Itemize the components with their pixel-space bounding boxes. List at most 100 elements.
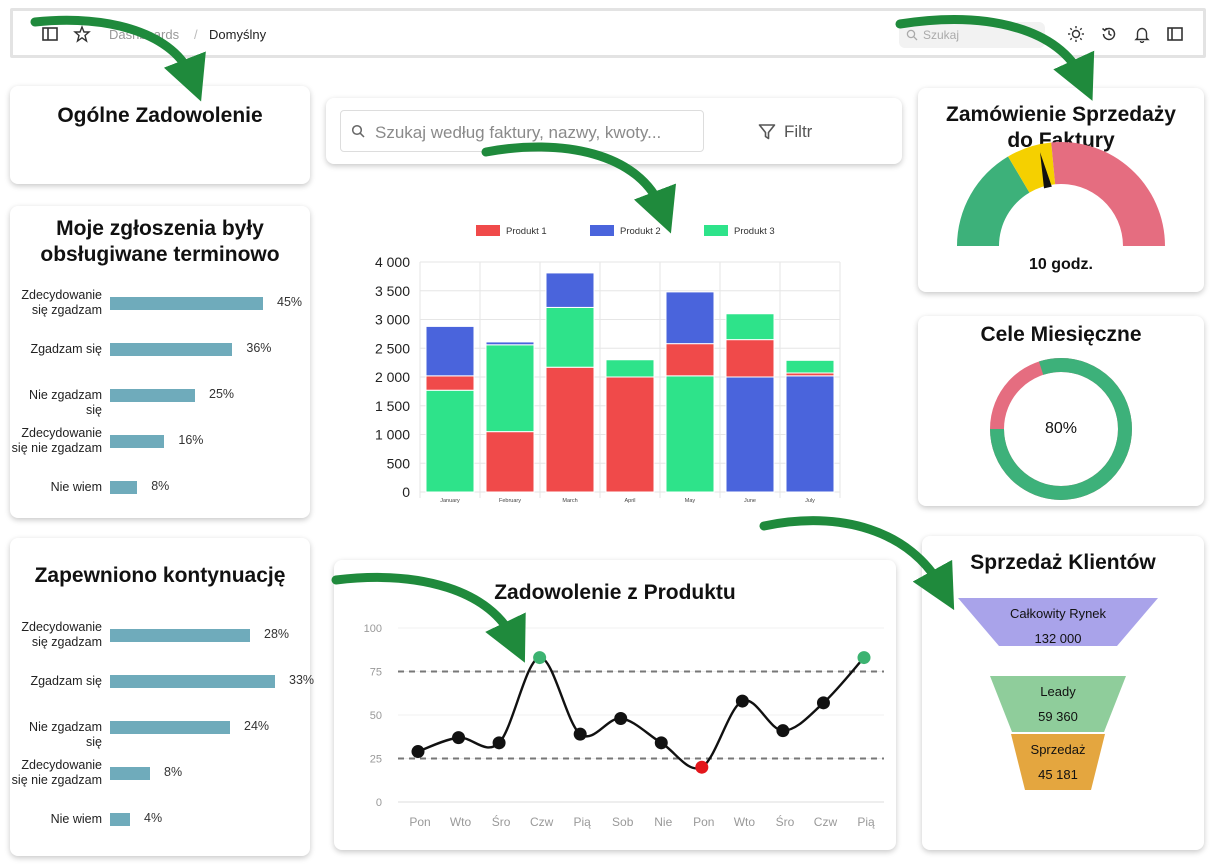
legend-label: Produkt 1 xyxy=(506,226,547,237)
overall-satisfaction-title: Ogólne Zadowolenie xyxy=(57,104,263,127)
y-tick-label: 1 000 xyxy=(375,427,410,443)
survey-row: Zdecydowanie się nie zgadzam 16% xyxy=(10,426,310,460)
sales-order-gauge-card: Zamówienie Sprzedaży do Faktury 10 godz. xyxy=(918,88,1204,292)
survey-row-label-line1: Zgadzam się xyxy=(30,674,102,688)
bar-segment xyxy=(785,359,835,374)
funnel-stage xyxy=(958,598,1158,646)
sales-order-title-line1: Zamówienie Sprzedaży xyxy=(946,103,1176,126)
survey-row-label-line1: Nie wiem xyxy=(50,812,102,826)
survey-row-label: Zdecydowanie się zgadzam xyxy=(10,620,102,650)
bar-segment xyxy=(725,376,775,493)
series-line xyxy=(417,656,865,770)
breadcrumb-dashboards[interactable]: Dashboards xyxy=(109,27,180,42)
survey-pct: 16% xyxy=(178,433,204,447)
client-sales-title: Sprzedaż Klientów xyxy=(970,551,1156,574)
gauge-segment xyxy=(1051,142,1165,246)
funnel-stage xyxy=(990,676,1126,732)
top-bar: Dashboards / Domyślny Szukaj xyxy=(10,8,1206,58)
y-tick-label: 4 000 xyxy=(375,254,410,270)
invoice-search-input[interactable]: Szukaj według faktury, nazwy, kwoty... xyxy=(340,110,704,152)
legend-label: Produkt 3 xyxy=(734,226,775,237)
bar-segment xyxy=(605,376,655,493)
funnel-stage-name: Sprzedaż xyxy=(1031,742,1086,757)
filter-icon[interactable] xyxy=(758,123,776,141)
legend-swatch xyxy=(476,225,500,236)
survey-bar xyxy=(110,813,130,826)
data-point xyxy=(857,651,871,665)
bar-segment xyxy=(605,359,655,378)
bar-segment xyxy=(665,291,715,345)
y-tick-label: 500 xyxy=(387,455,411,471)
bell-icon[interactable] xyxy=(1133,25,1151,43)
funnel-stage-value: 59 360 xyxy=(1038,709,1078,724)
x-tick-label: January xyxy=(440,498,460,504)
survey-row-label: Zgadzam się xyxy=(10,342,102,357)
data-point xyxy=(492,736,506,750)
bar-segment xyxy=(425,325,475,377)
x-tick-label: Czw xyxy=(530,815,554,829)
x-tick-label: May xyxy=(685,498,696,504)
search-icon xyxy=(906,29,918,41)
survey-row-label-line1: Nie zgadzam się xyxy=(29,720,102,749)
donut-progress xyxy=(990,358,1132,500)
global-search-placeholder: Szukaj xyxy=(923,28,960,42)
breadcrumb-current: Domyślny xyxy=(209,27,267,42)
survey-bar xyxy=(110,675,275,688)
tickets-on-time-title-line1: Moje zgłoszenia były xyxy=(56,217,264,240)
data-point xyxy=(695,760,709,774)
stacked-bar-chart: Produkt 1 Produkt 2 Produkt 3 0 500 1 000 1 50… xyxy=(375,225,841,504)
sun-icon[interactable] xyxy=(1067,25,1085,43)
survey-row-label: Nie zgadzam się xyxy=(10,720,102,750)
survey-row-label-line2: się zgadzam xyxy=(31,303,102,317)
survey-row-label: Zdecydowanie się nie zgadzam xyxy=(10,426,102,456)
donut-value-label: 80% xyxy=(1044,420,1078,437)
y-tick-label: 50 xyxy=(370,710,382,722)
data-point xyxy=(654,736,668,750)
sidebar-toggle-icon[interactable] xyxy=(41,25,59,43)
panel-toggle-icon[interactable] xyxy=(1166,25,1184,43)
x-tick-label: Czw xyxy=(814,815,838,829)
star-icon[interactable] xyxy=(73,25,91,43)
survey-pct: 24% xyxy=(244,719,270,733)
bar-segment xyxy=(425,375,475,391)
bar-segment xyxy=(665,375,715,493)
y-tick-label: 75 xyxy=(370,667,382,679)
survey-row-label-line2: się nie zgadzam xyxy=(11,441,102,455)
sales-order-gauge xyxy=(957,142,1165,246)
tickets-on-time-title-line2: obsługiwane terminowo xyxy=(40,243,280,266)
legend-swatch xyxy=(590,225,614,236)
survey-row-label: Nie wiem xyxy=(10,480,102,495)
x-tick-label: Pon xyxy=(409,815,430,829)
filter-button[interactable]: Filtr xyxy=(784,122,813,141)
y-tick-label: 3 000 xyxy=(375,312,410,328)
bar-segment xyxy=(485,341,535,346)
product-satisfaction-chart: 0 25 50 75 100 Pon Wto Śro Czw Pią Sob Nie Pon Wto Śro… xyxy=(364,623,884,829)
survey-row-label-line1: Nie zgadzam się xyxy=(29,388,102,417)
invoice-search-placeholder: Szukaj według faktury, nazwy, kwoty... xyxy=(375,123,662,142)
survey-pct: 45% xyxy=(277,295,303,309)
survey-row-label-line1: Nie wiem xyxy=(50,480,102,494)
survey-row-label-line1: Zgadzam się xyxy=(30,342,102,356)
y-tick-label: 25 xyxy=(370,754,382,766)
survey-row: Zgadzam się 36% xyxy=(10,334,310,368)
x-tick-label: Pią xyxy=(574,815,592,829)
survey-row-label-line1: Zdecydowanie xyxy=(21,288,102,302)
data-point xyxy=(533,651,547,665)
y-tick-label: 2 500 xyxy=(375,340,410,356)
history-icon[interactable] xyxy=(1100,25,1118,43)
global-search-input[interactable]: Szukaj xyxy=(899,22,1045,48)
survey-row: Nie zgadzam się 24% xyxy=(10,712,310,749)
survey-bar xyxy=(110,297,263,310)
data-point xyxy=(452,731,466,745)
x-tick-label: Nie xyxy=(654,815,672,829)
survey-row-label-line1: Zdecydowanie xyxy=(21,758,102,772)
survey-row-label: Nie zgadzam się xyxy=(10,388,102,418)
x-tick-label: Pią xyxy=(857,815,875,829)
breadcrumb-separator: / xyxy=(194,27,198,42)
funnel-stage xyxy=(1011,734,1105,790)
bar-segment xyxy=(545,306,595,368)
monthly-goals-title: Cele Miesięczne xyxy=(980,323,1142,346)
client-sales-card: Sprzedaż Klientów Całkowity Rynek 132 000… xyxy=(922,536,1204,850)
survey-bar xyxy=(110,343,233,356)
survey-row: Zgadzam się 33% xyxy=(10,666,314,700)
